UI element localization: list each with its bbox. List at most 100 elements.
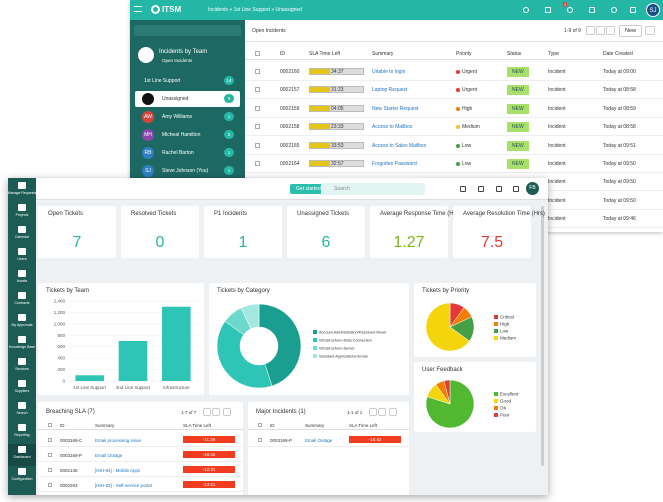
filter-dropdown[interactable]: Open Incidents [252,28,286,34]
nav-label[interactable]: Services [15,367,29,371]
toolbar-button[interactable] [606,26,615,35]
nav-label[interactable]: Calendar [14,235,30,239]
user-avatar[interactable]: FB [526,182,539,195]
chart-title: Tickets by Priority [422,288,470,294]
incident-summary[interactable]: New Starter Request [372,105,419,112]
sla-time-left: -16:42 [349,436,401,443]
member-name[interactable]: Rachel Barton [162,150,194,156]
nav-icon[interactable] [18,204,26,211]
nav-icon[interactable] [18,446,26,453]
ticket-summary[interactable]: [INH-83] - Self-service portal [95,483,152,488]
top-icon[interactable] [496,186,502,192]
more-button[interactable] [645,26,655,35]
nav-label[interactable]: My Approvals [11,323,33,327]
header-icon[interactable] [589,7,595,13]
y-tick-label: 1,000 [54,321,66,326]
nav-icon[interactable] [18,270,26,277]
nav-label[interactable]: Users [17,257,27,261]
nav-icon[interactable] [18,248,26,255]
row-checkbox[interactable] [48,468,52,472]
nav-label[interactable]: Knowledge Base [8,345,36,349]
nav-label[interactable]: Search [16,411,28,415]
nav-icon[interactable] [18,182,26,189]
member-name[interactable]: Amy Williams [162,114,192,120]
top-icon[interactable] [513,186,519,192]
nav-label[interactable]: Dashboard [13,455,31,459]
table-button[interactable] [223,408,231,416]
new-button[interactable]: New [619,25,643,37]
member-name[interactable]: Steve Johnson (You) [162,168,209,174]
toolbar-button[interactable] [586,26,595,35]
search-box[interactable] [321,183,425,195]
nav-icon[interactable] [18,314,26,321]
member-name[interactable]: Unassigned [162,96,189,102]
incident-summary[interactable]: Laptop Request [372,87,408,94]
nav-label[interactable]: Manage Requests [8,191,37,195]
row-checkbox[interactable] [48,438,52,442]
header-icon[interactable] [567,7,573,13]
row-checkbox[interactable] [255,161,260,166]
row-checkbox[interactable] [48,483,52,487]
member-name[interactable]: Micheal Hamilton [162,132,201,138]
top-icon[interactable] [460,186,466,192]
table-row [38,478,243,492]
incident-summary[interactable]: Access to Mailbox [372,124,413,131]
header-icon[interactable] [611,7,617,13]
ticket-summary[interactable]: Email Outage [95,453,123,458]
toolbar-button[interactable] [596,26,605,35]
header-icon[interactable] [523,7,529,13]
incident-type: Incident [548,105,566,112]
incident-summary[interactable]: Forgotten Password [372,161,417,167]
row-checkbox[interactable] [48,453,52,457]
nav-label[interactable]: Suppliers [14,389,30,393]
table-button[interactable] [389,408,397,416]
get-started-button[interactable]: Get started [290,184,327,194]
table-button[interactable] [203,408,211,416]
ticket-summary[interactable]: Email processing issue [95,438,142,443]
row-checkbox[interactable] [255,124,260,130]
column-header: ID [60,423,65,428]
nav-label[interactable]: Projects [15,213,29,217]
column-header: Priority [456,51,472,57]
row-checkbox[interactable] [255,142,260,148]
row-checkbox[interactable] [255,69,260,74]
header-icon[interactable] [545,7,551,13]
incident-summary[interactable]: Access to Sales Mailbox [372,142,427,149]
row-checkbox[interactable] [255,105,260,111]
user-avatar[interactable]: SJ [646,3,660,17]
nav-icon[interactable] [18,468,26,475]
ticket-summary[interactable]: [INH-84] - Mobile Apps [95,468,141,473]
nav-icon[interactable] [18,292,26,299]
nav-label[interactable]: Configuration [11,477,33,481]
legend-swatch [313,354,317,358]
nav-icon[interactable] [18,358,26,365]
table-row [245,118,663,137]
nav-label[interactable]: Contracts [14,301,30,305]
header-icon[interactable] [630,7,636,13]
incident-summary[interactable]: Unable to login [372,69,406,75]
nav-icon[interactable] [18,336,26,343]
table-button[interactable] [378,408,386,416]
selected-row [135,91,240,107]
nav-icon[interactable] [18,226,26,233]
row-checkbox[interactable] [258,438,262,442]
nav-label[interactable]: Reporting [14,433,30,437]
column-header: SLA Time Left [309,51,341,57]
top-icon[interactable] [478,186,484,192]
row-checkbox[interactable] [255,87,260,93]
kpi-value: 1 [238,234,248,251]
nav-icon[interactable] [18,380,26,387]
sla-time-left: -13:21 [183,481,235,488]
status-badge: NEW [507,85,529,96]
nav-icon[interactable] [18,402,26,409]
table-button[interactable] [369,408,377,416]
nav-label[interactable]: Assets [16,279,28,283]
priority-dot [456,125,460,130]
ticket-summary[interactable]: Email Outage [305,438,333,443]
incident-type: Incident [548,124,566,131]
table-button[interactable] [212,408,220,416]
legend-swatch [494,406,498,410]
nav-icon[interactable] [18,424,26,431]
chart-title: Tickets by Team [46,288,90,294]
